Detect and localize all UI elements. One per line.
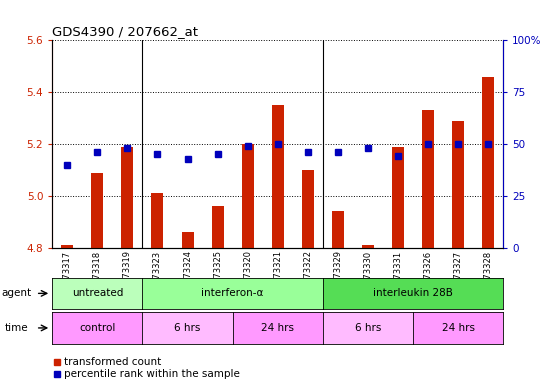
Text: interleukin 28B: interleukin 28B [373, 288, 453, 298]
Bar [452, 121, 464, 248]
Text: 24 hrs: 24 hrs [261, 323, 294, 333]
Text: agent: agent [1, 288, 31, 298]
Bar [422, 110, 434, 248]
Bar [182, 232, 194, 248]
Text: 6 hrs: 6 hrs [174, 323, 201, 333]
Text: percentile rank within the sample: percentile rank within the sample [64, 369, 240, 379]
Text: 6 hrs: 6 hrs [355, 323, 381, 333]
Bar [332, 212, 344, 248]
Text: GDS4390 / 207662_at: GDS4390 / 207662_at [52, 25, 198, 38]
Bar [122, 147, 134, 248]
Bar [302, 170, 314, 248]
Bar [272, 105, 284, 248]
Bar [91, 172, 103, 248]
Text: time: time [5, 323, 29, 333]
Text: 24 hrs: 24 hrs [442, 323, 475, 333]
Bar [482, 77, 494, 248]
Bar [212, 206, 224, 248]
Bar [61, 245, 73, 248]
Text: control: control [79, 323, 116, 333]
Bar [362, 245, 374, 248]
Bar [392, 147, 404, 248]
Text: transformed count: transformed count [64, 357, 162, 367]
Text: interferon-α: interferon-α [201, 288, 264, 298]
Bar [241, 144, 254, 248]
Text: untreated: untreated [72, 288, 123, 298]
Bar [151, 193, 163, 248]
